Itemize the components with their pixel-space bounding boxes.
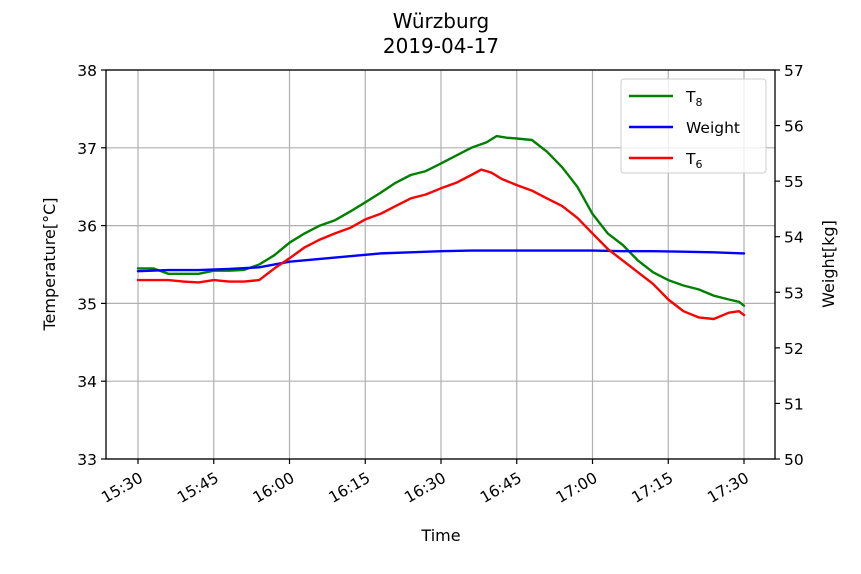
right-y-tick-label: 50 [784, 451, 804, 469]
left-y-tick-label: 37 [77, 140, 97, 158]
left-y-tick-label: 35 [77, 295, 97, 313]
x-tick-label: 16:00 [250, 469, 298, 507]
right-y-axis: 50 51 52 53 54 55 56 57 [775, 62, 804, 469]
right-y-tick-label: 54 [784, 229, 804, 247]
right-y-tick-label: 57 [784, 62, 804, 80]
left-y-tick-label: 36 [77, 218, 97, 236]
right-y-tick-label: 51 [784, 395, 804, 413]
series-line-t8 [136, 134, 746, 307]
left-y-axis: 33 34 35 36 37 38 [77, 62, 106, 469]
x-tick-label: 16:45 [477, 469, 525, 507]
x-tick-label: 16:30 [401, 469, 449, 507]
series-line-t6 [136, 168, 746, 321]
left-y-tick-label: 33 [77, 451, 97, 469]
left-y-tick-label: 38 [77, 62, 97, 80]
legend-label-t8: T8 [685, 88, 702, 109]
chart-title-line-2: 2019-04-17 [383, 34, 499, 58]
right-y-tick-label: 52 [784, 340, 804, 358]
series-line-weight [136, 249, 746, 273]
legend-box [620, 78, 767, 174]
legend: T8 Weight T6 [620, 78, 767, 174]
x-tick-label: 17:15 [629, 469, 677, 507]
x-tick-label: 15:30 [98, 469, 146, 507]
right-y-tick-label: 53 [784, 284, 804, 302]
x-tick-label: 17:30 [704, 469, 752, 507]
x-tick-label: 15:45 [174, 469, 222, 507]
x-tick-label: 17:00 [553, 469, 601, 507]
series-lines [136, 134, 746, 321]
x-axis: 15:30 15:45 16:00 16:15 16:30 16:45 17:00 17:15… [98, 459, 752, 507]
right-y-tick-label: 56 [784, 118, 804, 136]
legend-label-t6: T6 [685, 150, 702, 171]
right-y-tick-label: 55 [784, 173, 804, 191]
right-y-axis-label: Weight[kg] [819, 220, 838, 308]
left-y-tick-label: 34 [77, 373, 97, 391]
x-tick-label: 16:15 [326, 469, 374, 507]
legend-label-weight: Weight [686, 119, 740, 137]
x-axis-label: Time [420, 526, 460, 545]
left-y-axis-label: Temperature[°C] [40, 197, 59, 331]
chart-title-line-1: Würzburg [393, 9, 489, 33]
